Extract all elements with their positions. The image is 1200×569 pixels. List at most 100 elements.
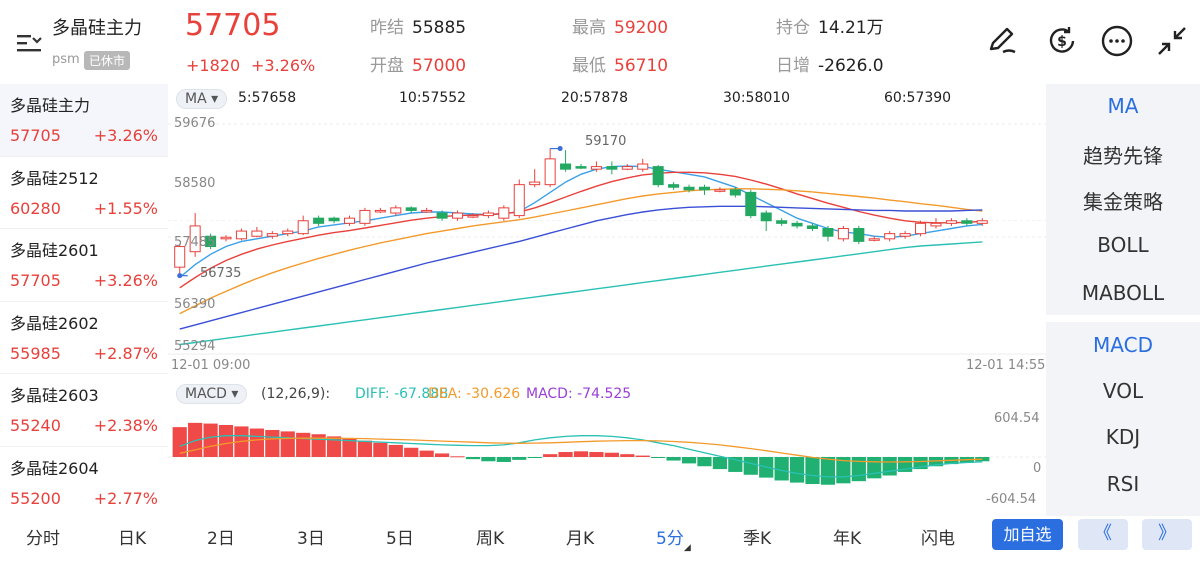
tab-intraday[interactable]: 分时	[26, 529, 60, 549]
list-item[interactable]: 多晶硅2601 57705 +3.26%	[0, 229, 168, 302]
list-item[interactable]: 多晶硅2602 55985 +2.87%	[0, 302, 168, 374]
macd-value-label: MACD: -74.525	[526, 386, 632, 402]
candle-body	[575, 166, 587, 169]
max-marker-dot	[557, 146, 563, 152]
chart-canvas[interactable]	[168, 84, 1046, 516]
ma30-line	[179, 205, 983, 330]
stat-high: 最高 59200	[572, 18, 669, 38]
menu-icon[interactable]	[16, 32, 42, 54]
macd-bar	[558, 452, 573, 457]
macd-bar	[218, 424, 234, 457]
candle	[529, 169, 541, 188]
candle-body	[282, 230, 294, 235]
macd-bar	[203, 423, 218, 457]
candle	[698, 184, 710, 195]
candle	[652, 165, 664, 188]
currency-exchange-icon[interactable]: $	[1045, 24, 1079, 58]
macd-dea-label: DEA: -30.626	[428, 386, 521, 402]
indicator-trend-pioneer[interactable]: 趋势先锋	[1083, 144, 1163, 168]
draw-pen-icon[interactable]	[985, 24, 1019, 58]
tab-5day[interactable]: 5日	[386, 529, 414, 549]
candle-body	[235, 230, 247, 240]
stat-low: 最低 56710	[572, 56, 669, 76]
macd-bar	[543, 454, 558, 457]
candle-body	[374, 209, 386, 213]
candle	[282, 228, 294, 237]
indicator-rsi[interactable]: RSI	[1106, 472, 1140, 496]
candle-body	[606, 166, 618, 170]
tab-5min[interactable]: 5分◢	[656, 529, 691, 553]
candle	[452, 210, 464, 221]
candle-body	[806, 225, 819, 229]
candle	[328, 216, 340, 224]
macd-bar	[373, 442, 388, 457]
list-item[interactable]: 多晶硅2604 55200 +2.77%	[0, 447, 168, 519]
ma5-label: 5:57658	[238, 90, 297, 106]
candle-body	[621, 166, 633, 170]
macd-bar	[805, 457, 820, 485]
add-watchlist-button[interactable]: 加自选	[992, 519, 1063, 550]
price-markers	[177, 146, 563, 279]
candle	[637, 158, 649, 172]
ma30-label: 30:58010	[723, 90, 791, 106]
candle-body	[683, 186, 695, 191]
list-item[interactable]: 多晶硅2603 55240 +2.38%	[0, 374, 168, 447]
indicator-maboll[interactable]: MABOLL	[1081, 281, 1165, 305]
tab-year-k[interactable]: 年K	[833, 529, 862, 549]
tab-month-k[interactable]: 月K	[566, 529, 595, 549]
macd-bar	[172, 427, 187, 457]
candle	[405, 206, 417, 214]
ma10-line	[179, 171, 983, 289]
tab-flash[interactable]: 闪电	[921, 529, 955, 549]
indicator-vol[interactable]: VOL	[1102, 379, 1144, 403]
tab-day-k[interactable]: 日K	[118, 529, 147, 549]
indicator-jijin-strategy[interactable]: 集金策略	[1083, 190, 1163, 214]
candle-body	[915, 222, 927, 235]
tab-week-k[interactable]: 周K	[476, 529, 505, 549]
indicator-kdj[interactable]: KDJ	[1105, 425, 1141, 449]
tab-2day[interactable]: 2日	[207, 529, 235, 549]
candle	[174, 243, 186, 276]
next-period-button[interactable]: 》	[1142, 519, 1192, 550]
svg-text:$: $	[1057, 34, 1067, 50]
more-icon[interactable]	[1100, 24, 1134, 58]
tab-3day[interactable]: 3日	[297, 529, 325, 549]
candle-body	[529, 181, 541, 186]
candle	[590, 161, 602, 172]
y-tick-label: 55294	[174, 339, 216, 354]
candle	[560, 150, 572, 172]
macd-bar	[635, 455, 650, 457]
candle	[374, 207, 386, 214]
macd-bar	[820, 457, 836, 485]
candle	[421, 207, 433, 214]
indicator-boll[interactable]: BOLL	[1097, 233, 1149, 257]
macd-bar	[589, 452, 604, 457]
collapse-icon[interactable]	[1155, 24, 1189, 58]
candle	[343, 215, 356, 226]
indicator-macd[interactable]: MACD	[1093, 333, 1153, 357]
candle-body	[930, 222, 942, 227]
symbol-name[interactable]: 多晶硅主力	[52, 18, 142, 39]
candle	[575, 164, 587, 170]
candle-body	[189, 225, 201, 253]
main-indicator-select[interactable]: MA ▾	[176, 89, 228, 109]
macd-y-tick: 604.54	[994, 411, 1040, 426]
ma10-label: 10:57552	[399, 90, 467, 106]
indicator-ma[interactable]: MA	[1107, 94, 1139, 118]
candle	[498, 205, 510, 221]
candle	[606, 161, 618, 175]
candle	[945, 218, 957, 226]
list-item[interactable]: 多晶硅2512 60280 +1.55%	[0, 157, 168, 229]
macd-bar	[404, 447, 419, 457]
sub-indicator-select[interactable]: MACD ▾	[176, 384, 248, 404]
candle	[899, 231, 911, 239]
tab-season-k[interactable]: 季K	[743, 529, 772, 549]
candle-body	[760, 212, 772, 222]
macd-bar	[450, 456, 465, 458]
macd-bar	[296, 432, 311, 457]
prev-period-button[interactable]: 《	[1078, 519, 1128, 550]
candle	[853, 225, 865, 244]
macd-bar	[697, 457, 712, 467]
list-item[interactable]: 多晶硅主力 57705 +3.26%	[0, 84, 168, 157]
time-start-label: 12-01 09:00	[171, 358, 251, 373]
